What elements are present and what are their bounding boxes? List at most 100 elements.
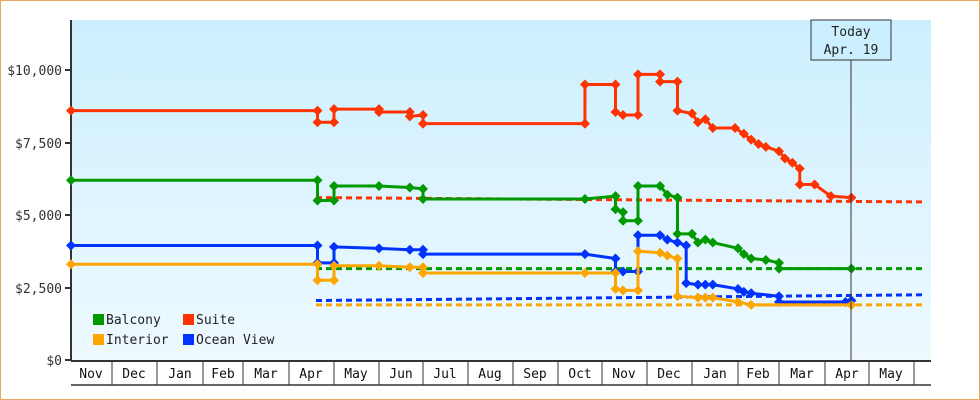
data-point-marker-icon[interactable] <box>618 285 628 296</box>
data-point-marker-icon[interactable] <box>738 249 749 260</box>
data-point-marker-icon[interactable] <box>610 79 621 90</box>
data-point-marker-icon[interactable] <box>312 117 323 128</box>
data-point-marker-icon[interactable] <box>700 234 711 245</box>
data-point-marker-icon[interactable] <box>655 76 666 87</box>
data-point-marker-icon[interactable] <box>610 204 621 215</box>
data-point-marker-icon[interactable] <box>329 241 339 252</box>
data-point-marker-icon[interactable] <box>633 246 643 257</box>
data-point-marker-icon[interactable] <box>681 278 692 289</box>
data-point-marker-icon[interactable] <box>738 128 749 139</box>
data-point-marker-icon[interactable] <box>633 230 643 241</box>
data-point-marker-icon[interactable] <box>707 123 718 133</box>
data-point-marker-icon[interactable] <box>329 117 339 128</box>
data-point-marker-icon[interactable] <box>746 253 757 264</box>
data-point-marker-icon[interactable] <box>707 237 718 248</box>
data-point-marker-icon[interactable] <box>374 243 384 254</box>
data-point-marker-icon[interactable] <box>672 291 683 302</box>
data-point-marker-icon[interactable] <box>753 138 764 149</box>
data-point-marker-icon[interactable] <box>687 228 697 239</box>
data-point-marker-icon[interactable] <box>655 230 666 241</box>
data-point-marker-icon[interactable] <box>579 194 590 205</box>
data-point-marker-icon[interactable] <box>610 283 621 294</box>
data-point-marker-icon[interactable] <box>730 123 741 133</box>
legend-item-interior[interactable]: Interior <box>93 333 169 348</box>
data-point-marker-icon[interactable] <box>312 175 323 186</box>
legend-item-ocean-view[interactable]: Ocean View <box>183 333 274 348</box>
data-point-marker-icon[interactable] <box>692 237 703 248</box>
data-point-marker-icon[interactable] <box>794 179 805 190</box>
data-point-marker-icon[interactable] <box>707 279 718 290</box>
data-point-marker-icon[interactable] <box>579 79 590 90</box>
legend-item-balcony[interactable]: Balcony <box>93 313 161 328</box>
data-point-marker-icon[interactable] <box>312 105 323 116</box>
data-point-marker-icon[interactable] <box>672 253 683 264</box>
data-point-marker-icon[interactable] <box>404 111 415 122</box>
data-point-marker-icon[interactable] <box>738 286 749 297</box>
data-point-marker-icon[interactable] <box>633 215 643 226</box>
data-point-marker-icon[interactable] <box>633 285 643 296</box>
data-point-marker-icon[interactable] <box>633 181 643 191</box>
data-point-marker-icon[interactable] <box>404 244 415 255</box>
data-point-marker-icon[interactable] <box>662 234 673 245</box>
data-point-marker-icon[interactable] <box>700 279 711 290</box>
data-point-marker-icon[interactable] <box>794 163 805 174</box>
data-point-marker-icon[interactable] <box>672 192 683 203</box>
data-point-marker-icon[interactable] <box>787 157 798 168</box>
data-point-marker-icon[interactable] <box>655 247 666 258</box>
data-point-marker-icon[interactable] <box>692 292 703 303</box>
data-point-marker-icon[interactable] <box>681 240 692 251</box>
data-point-marker-icon[interactable] <box>329 104 339 115</box>
data-point-marker-icon[interactable] <box>700 114 711 125</box>
data-point-marker-icon[interactable] <box>418 183 428 194</box>
data-point-marker-icon[interactable] <box>746 134 757 145</box>
data-point-marker-icon[interactable] <box>418 268 428 278</box>
data-point-marker-icon[interactable] <box>329 181 339 191</box>
data-point-marker-icon[interactable] <box>655 181 666 191</box>
data-point-marker-icon[interactable] <box>779 153 790 164</box>
data-point-marker-icon[interactable] <box>774 257 784 268</box>
data-point-marker-icon[interactable] <box>662 250 673 261</box>
data-point-marker-icon[interactable] <box>672 105 683 116</box>
data-point-marker-icon[interactable] <box>418 109 428 120</box>
data-point-marker-icon[interactable] <box>610 253 621 264</box>
data-point-marker-icon[interactable] <box>312 240 323 251</box>
data-point-marker-icon[interactable] <box>329 275 339 286</box>
data-point-marker-icon[interactable] <box>825 191 836 202</box>
data-point-marker-icon[interactable] <box>672 76 683 87</box>
data-point-marker-icon[interactable] <box>579 249 590 260</box>
data-point-marker-icon[interactable] <box>312 195 323 206</box>
data-point-marker-icon[interactable] <box>655 69 666 80</box>
data-point-marker-icon[interactable] <box>692 117 703 128</box>
data-point-marker-icon[interactable] <box>404 182 415 193</box>
data-point-marker-icon[interactable] <box>404 262 415 273</box>
data-point-marker-icon[interactable] <box>692 279 703 290</box>
data-point-marker-icon[interactable] <box>618 207 628 218</box>
data-point-marker-icon[interactable] <box>687 108 697 119</box>
data-point-marker-icon[interactable] <box>374 107 384 118</box>
data-point-marker-icon[interactable] <box>700 292 711 303</box>
data-point-marker-icon[interactable] <box>329 260 339 271</box>
data-point-marker-icon[interactable] <box>662 189 673 200</box>
data-point-marker-icon[interactable] <box>418 118 428 129</box>
data-point-marker-icon[interactable] <box>610 107 621 118</box>
data-point-marker-icon[interactable] <box>579 268 590 278</box>
data-point-marker-icon[interactable] <box>312 259 323 270</box>
data-point-marker-icon[interactable] <box>618 109 628 120</box>
data-point-marker-icon[interactable] <box>329 195 339 206</box>
data-point-marker-icon[interactable] <box>618 266 628 277</box>
data-point-marker-icon[interactable] <box>809 179 820 190</box>
data-point-marker-icon[interactable] <box>610 191 621 202</box>
data-point-marker-icon[interactable] <box>610 268 621 278</box>
data-point-marker-icon[interactable] <box>672 228 683 239</box>
data-point-marker-icon[interactable] <box>374 260 384 271</box>
data-point-marker-icon[interactable] <box>418 249 428 260</box>
data-point-marker-icon[interactable] <box>760 254 771 265</box>
data-point-marker-icon[interactable] <box>672 237 683 248</box>
data-point-marker-icon[interactable] <box>418 262 428 273</box>
data-point-marker-icon[interactable] <box>579 118 590 129</box>
data-point-marker-icon[interactable] <box>707 292 718 303</box>
data-point-marker-icon[interactable] <box>633 69 643 80</box>
data-point-marker-icon[interactable] <box>618 215 628 226</box>
data-point-marker-icon[interactable] <box>374 181 384 191</box>
data-point-marker-icon[interactable] <box>774 146 784 157</box>
